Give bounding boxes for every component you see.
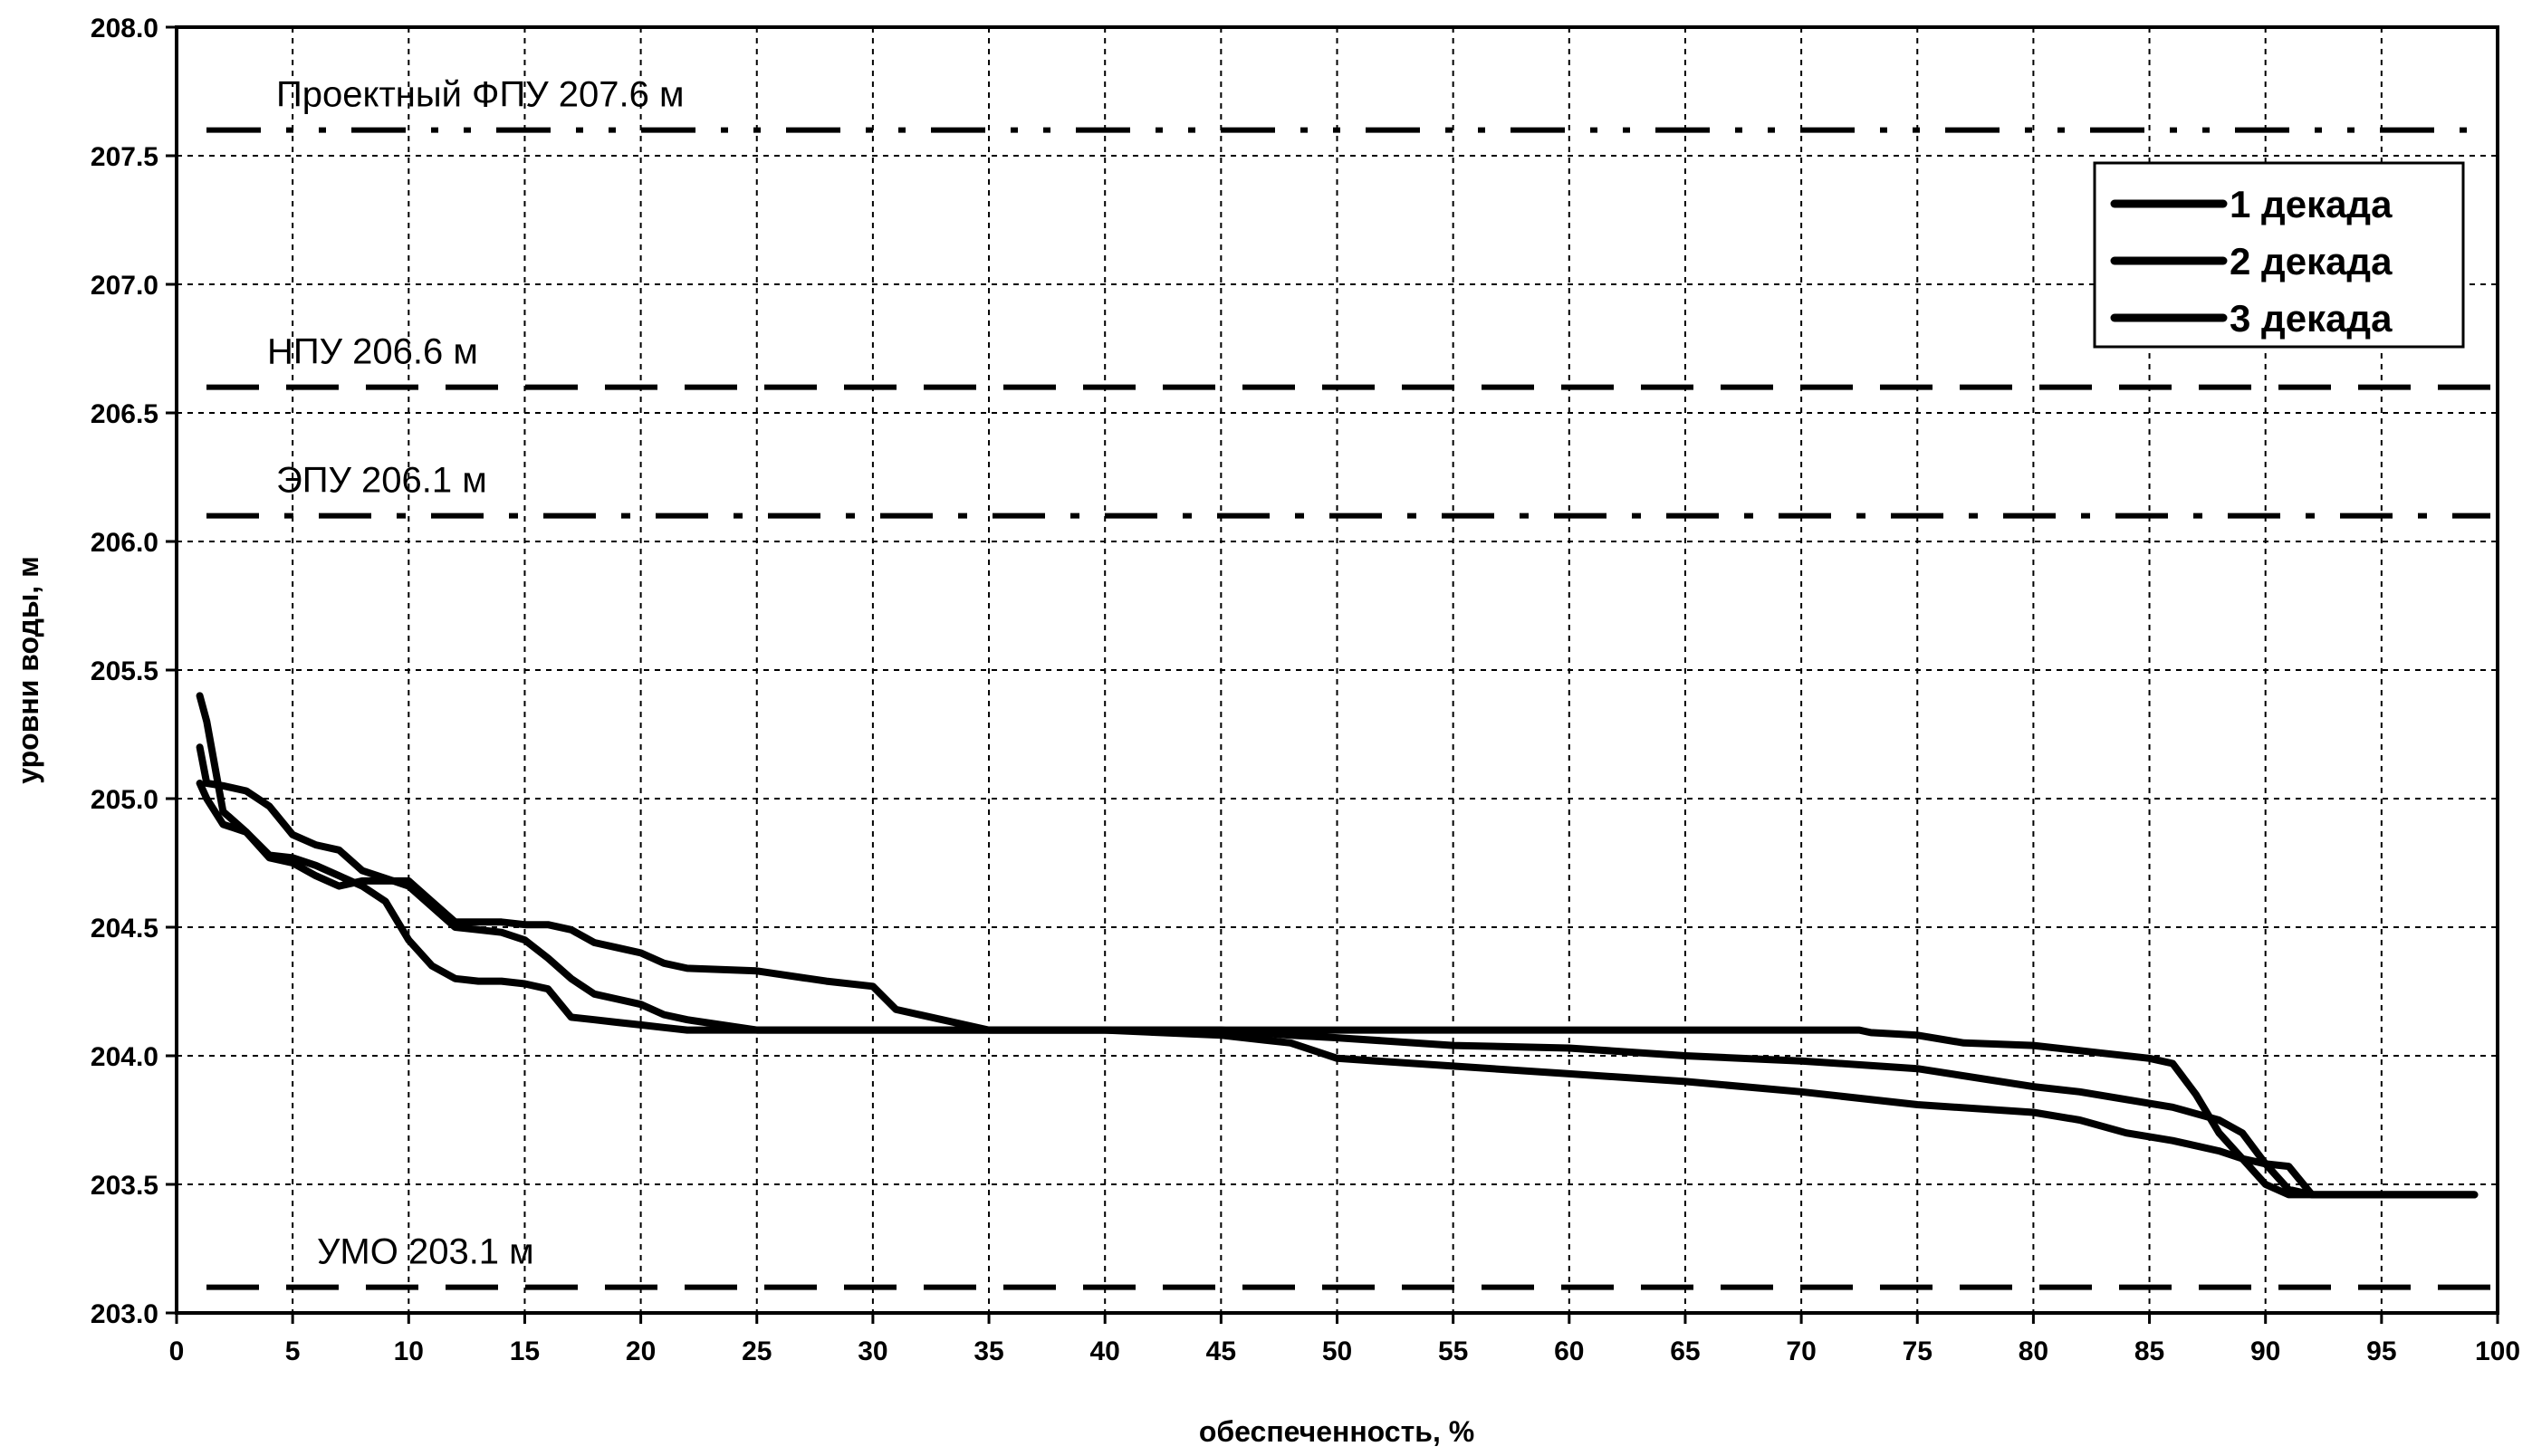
- x-tick-label: 60: [1554, 1336, 1584, 1366]
- y-tick-label: 205.5: [91, 656, 158, 686]
- labels: 0 5 10 15 20 25 30 35 40 45 50 55 60 65 70 75 80 85 90 95 10…: [91, 14, 2520, 1366]
- grid: [177, 27, 2498, 1313]
- x-tick-label: 50: [1322, 1336, 1352, 1366]
- x-tick-label: 70: [1786, 1336, 1816, 1366]
- series-line: [196, 780, 2479, 1199]
- series-layer: [196, 692, 2479, 1199]
- x-tick-label: 35: [973, 1336, 1003, 1366]
- x-tick-label: 45: [1206, 1336, 1236, 1366]
- y-tick-label: 207.5: [91, 142, 158, 172]
- x-tick-label: 5: [285, 1336, 301, 1366]
- legend: 1 декада 2 декада 3 декада: [2093, 161, 2465, 349]
- reference-line-label: НПУ 206.6 м: [267, 332, 478, 372]
- x-tick-label: 10: [394, 1336, 424, 1366]
- y-tick-label: 203.5: [91, 1171, 158, 1201]
- x-tick-label: 0: [169, 1336, 185, 1366]
- y-tick-label: 204.5: [91, 914, 158, 944]
- x-tick-label: 40: [1090, 1336, 1120, 1366]
- legend-label: 2 декада: [2230, 240, 2393, 283]
- legend-label: 1 декада: [2230, 183, 2393, 225]
- y-tick-label: 203.0: [91, 1299, 158, 1329]
- y-tick-label: 206.0: [91, 528, 158, 558]
- y-tick-label: 204.0: [91, 1042, 158, 1072]
- x-tick-label: 80: [2019, 1336, 2048, 1366]
- ticks: [166, 25, 2499, 1324]
- x-tick-label: 85: [2134, 1336, 2164, 1366]
- x-tick-label: 65: [1670, 1336, 1700, 1366]
- x-tick-label: 55: [1438, 1336, 1468, 1366]
- x-tick-label: 30: [858, 1336, 887, 1366]
- reference-line-label: ЭПУ 206.1 м: [276, 461, 487, 501]
- x-axis-title: обеспеченность, %: [1199, 1415, 1474, 1448]
- y-tick-label: 205.0: [91, 785, 158, 815]
- x-tick-label: 25: [742, 1336, 772, 1366]
- reference-line-label: Проектный ФПУ 207.6 м: [276, 75, 684, 115]
- series-line: [196, 743, 2479, 1199]
- y-tick-label: 206.5: [91, 399, 158, 429]
- x-tick-label: 75: [1903, 1336, 1933, 1366]
- y-axis-title: уровни воды, м: [12, 556, 44, 784]
- y-tick-label: 208.0: [91, 14, 158, 43]
- x-tick-label: 95: [2366, 1336, 2396, 1366]
- y-tick-label: 207.0: [91, 271, 158, 301]
- reference-lines: Проектный ФПУ 207.6 м НПУ 206.6 м ЭПУ 206.…: [206, 75, 2490, 1290]
- x-tick-label: 20: [626, 1336, 656, 1366]
- x-tick-label: 100: [2475, 1336, 2520, 1366]
- x-tick-label: 90: [2250, 1336, 2280, 1366]
- legend-label: 3 декада: [2230, 297, 2393, 340]
- x-tick-label: 15: [510, 1336, 540, 1366]
- reference-line-label: УМО 203.1 м: [317, 1232, 534, 1272]
